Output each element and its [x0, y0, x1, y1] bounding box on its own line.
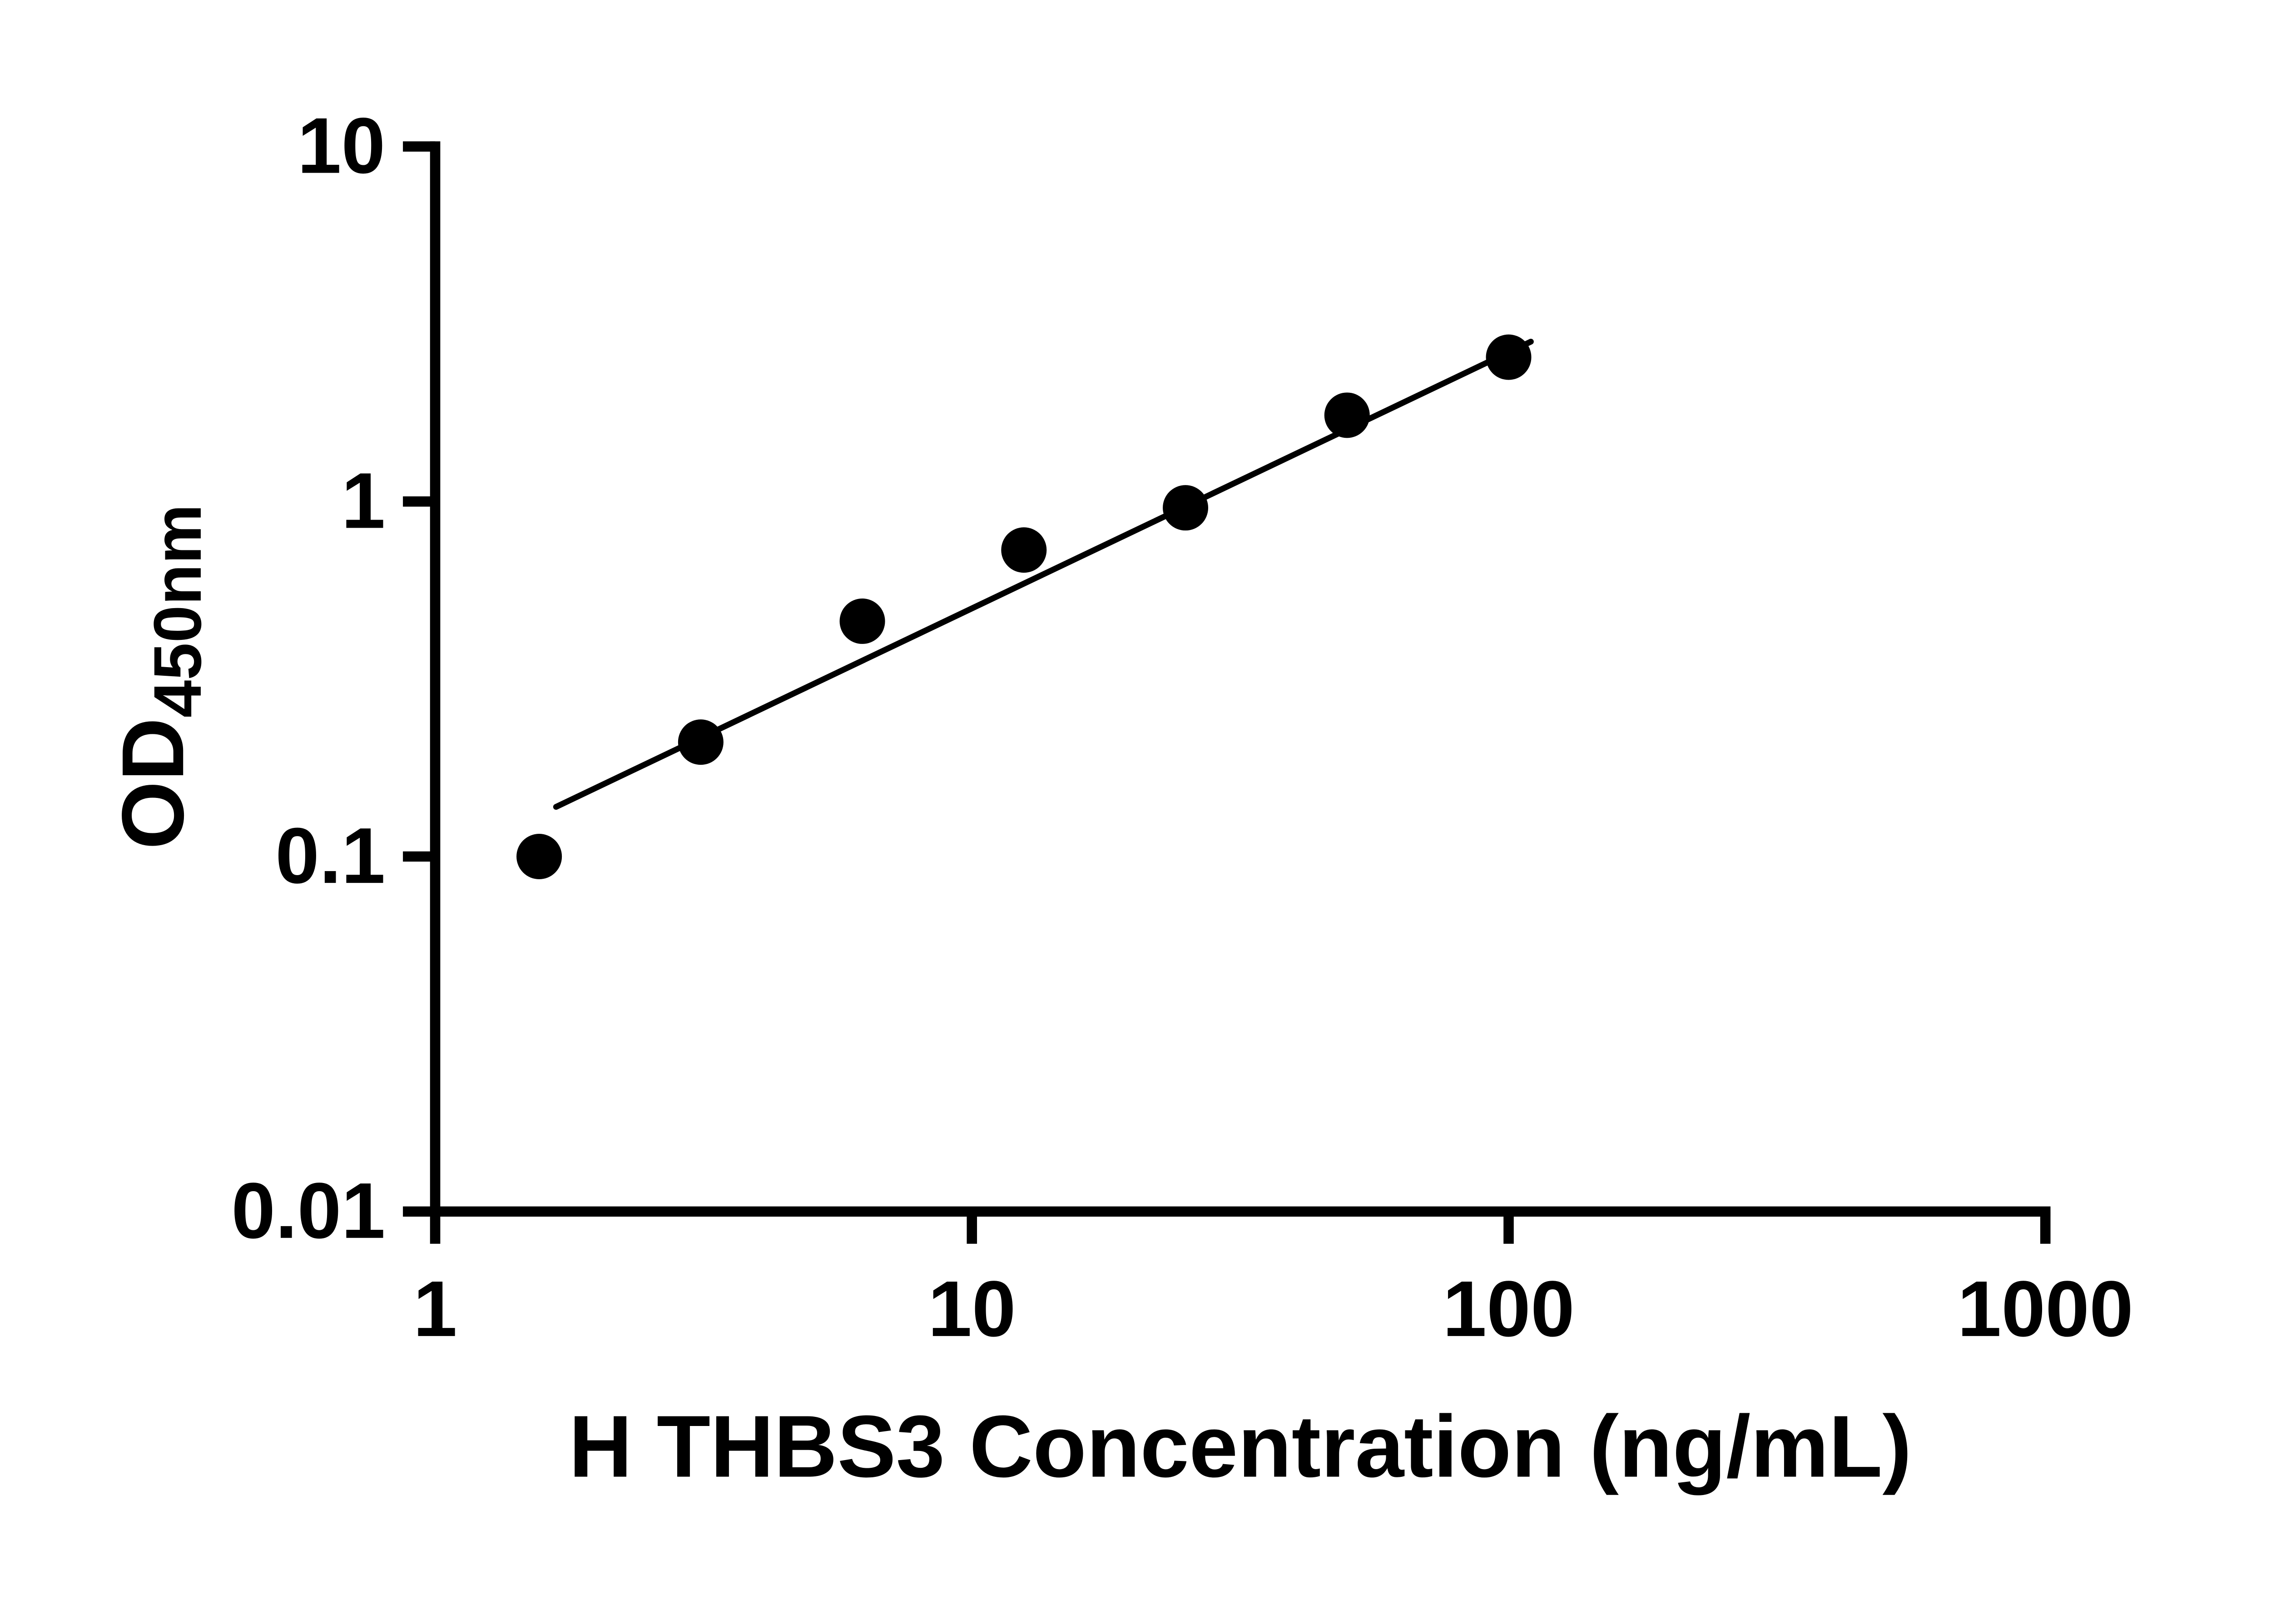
- x-tick-label: 100: [1443, 1264, 1575, 1353]
- standard-curve-figure: 1 10 100 1000 0.01 0.1 1 10 H THBS3 Concentratio…: [104, 101, 2133, 1496]
- x-tick-label: 1: [413, 1264, 457, 1353]
- data-point: [1001, 527, 1047, 573]
- data-point: [516, 834, 562, 880]
- y-axis-title-subscript: 450nm: [140, 504, 215, 718]
- x-tick-label: 10: [928, 1264, 1016, 1353]
- y-tick-label: 0.1: [275, 811, 385, 900]
- y-axis-title-main: OD: [104, 718, 202, 849]
- y-tick-label: 10: [298, 101, 386, 190]
- data-point: [839, 598, 885, 644]
- standard-curve-chart: 1 10 100 1000 0.01 0.1 1 10 H THBS3 Concentratio…: [104, 101, 2133, 1496]
- y-tick-label: 1: [342, 456, 386, 545]
- axes-frame: [430, 141, 2051, 1217]
- data-point: [1324, 392, 1370, 438]
- data-point: [678, 719, 724, 765]
- data-point: [1486, 334, 1532, 380]
- data-point: [1163, 485, 1209, 531]
- x-tick-label: 1000: [1957, 1264, 2133, 1353]
- x-axis-title: H THBS3 Concentration (ng/mL): [569, 1398, 1912, 1496]
- y-axis-title: OD450nm: [104, 504, 215, 849]
- y-tick-label: 0.01: [231, 1166, 385, 1255]
